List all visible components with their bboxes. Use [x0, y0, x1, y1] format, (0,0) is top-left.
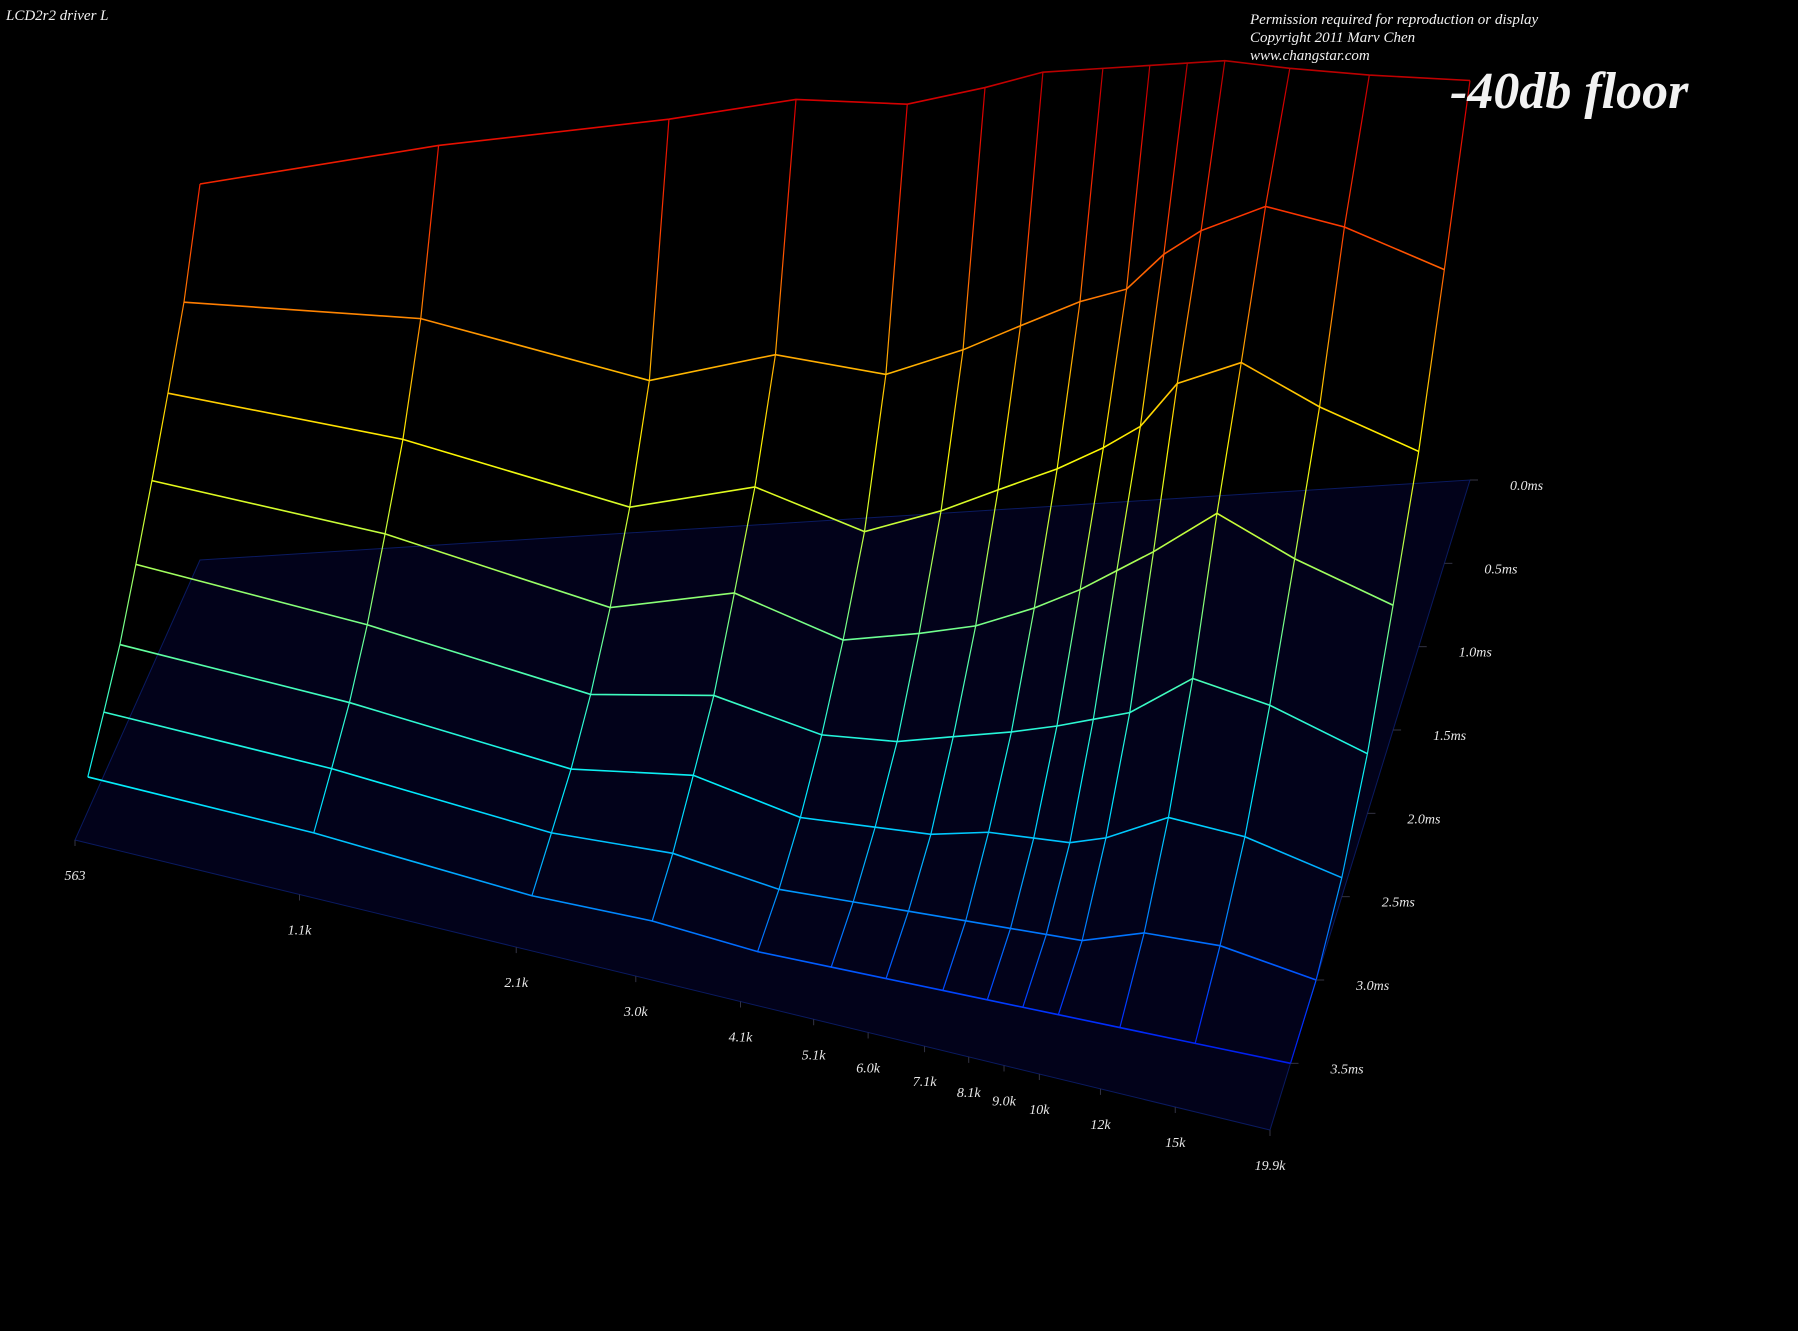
frequency-line	[1119, 68, 1291, 1028]
subtitle: Copyright 2011 Marv Chen	[1250, 30, 1415, 46]
chart-title: LCD2r2 driver L	[5, 8, 109, 24]
x-tick-label: 15k	[1165, 1136, 1186, 1151]
x-tick-label: 4.1k	[729, 1031, 754, 1046]
x-tick-label: 9.0k	[992, 1094, 1017, 1109]
time-slice	[199, 59, 1471, 185]
frequency-line	[830, 87, 986, 968]
time-slice	[135, 563, 1368, 755]
x-tick-label: 2.1k	[504, 976, 529, 991]
x-tick-label: 6.0k	[856, 1061, 881, 1076]
frequency-line	[986, 65, 1151, 1000]
annotation: -40db floor	[1450, 63, 1689, 120]
x-tick-label: 19.9k	[1255, 1159, 1287, 1174]
time-slice	[119, 643, 1343, 879]
y-tick-label: 3.0ms	[1355, 979, 1390, 994]
frequency-line	[313, 145, 440, 834]
time-slice	[103, 711, 1317, 981]
x-tick-label: 10k	[1029, 1103, 1050, 1118]
x-tick-label: 7.1k	[913, 1075, 938, 1090]
y-tick-label: 2.0ms	[1407, 812, 1441, 827]
surface	[74, 59, 1471, 1131]
frequency-line	[1057, 60, 1226, 1015]
subtitle: www.changstar.com	[1250, 48, 1370, 64]
x-tick-label: 5.1k	[802, 1048, 827, 1063]
y-tick-label: 2.5ms	[1382, 896, 1416, 911]
time-slice	[183, 205, 1445, 382]
frequency-line	[87, 183, 201, 778]
x-tick-label: 563	[65, 869, 86, 884]
y-tick-label: 3.5ms	[1330, 1062, 1365, 1077]
time-slice	[151, 479, 1394, 641]
y-tick-label: 0.5ms	[1484, 562, 1518, 577]
frequency-line	[942, 68, 1104, 991]
frequency-line	[1022, 62, 1188, 1008]
time-slice	[167, 361, 1420, 533]
y-tick-label: 1.0ms	[1459, 646, 1493, 661]
x-tick-label: 8.1k	[957, 1086, 982, 1101]
frequency-line	[1194, 74, 1370, 1044]
x-tick-label: 1.1k	[288, 923, 313, 938]
frequency-line	[651, 99, 797, 922]
x-tick-label: 3.0k	[623, 1005, 649, 1020]
frequency-line	[757, 104, 908, 952]
frequency-line	[1289, 80, 1471, 1064]
subtitle: Permission required for reproduction or …	[1249, 12, 1539, 28]
frequency-line	[531, 119, 670, 896]
x-tick-label: 12k	[1090, 1118, 1111, 1133]
y-tick-label: 0.0ms	[1510, 479, 1544, 494]
frequency-line	[885, 72, 1044, 979]
y-tick-label: 1.5ms	[1433, 729, 1467, 744]
time-slice	[87, 776, 1291, 1065]
